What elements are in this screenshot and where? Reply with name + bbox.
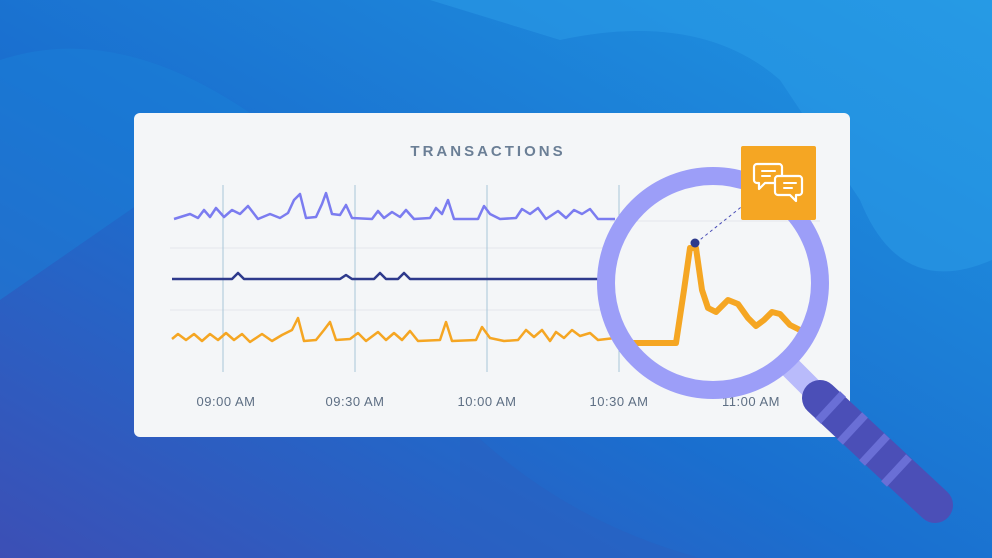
handle-stripes [815,391,912,487]
time-label: 09:00 AM [197,394,256,409]
time-label: 11:00 AM [722,394,780,409]
chat-lines [761,170,797,189]
time-label: 10:00 AM [458,394,517,409]
lens-ring [597,167,829,399]
bg-shape [0,48,260,300]
lens [613,183,813,383]
magnifier [597,167,953,523]
bg-shape [460,420,700,558]
comment-badge [741,146,816,220]
card-title: TRANSACTIONS [410,143,565,160]
zoomed-line [614,245,802,346]
series-line [172,271,615,281]
time-label: 09:30 AM [326,394,385,409]
bg-shape [430,0,992,272]
series-line [171,316,616,344]
time-label: 10:30 AM [590,394,649,409]
time-axis: 09:00 AM 09:30 AM 10:00 AM 10:30 AM 11:00 AM [197,394,780,409]
series-line [173,191,615,221]
highlight-point [690,238,700,248]
